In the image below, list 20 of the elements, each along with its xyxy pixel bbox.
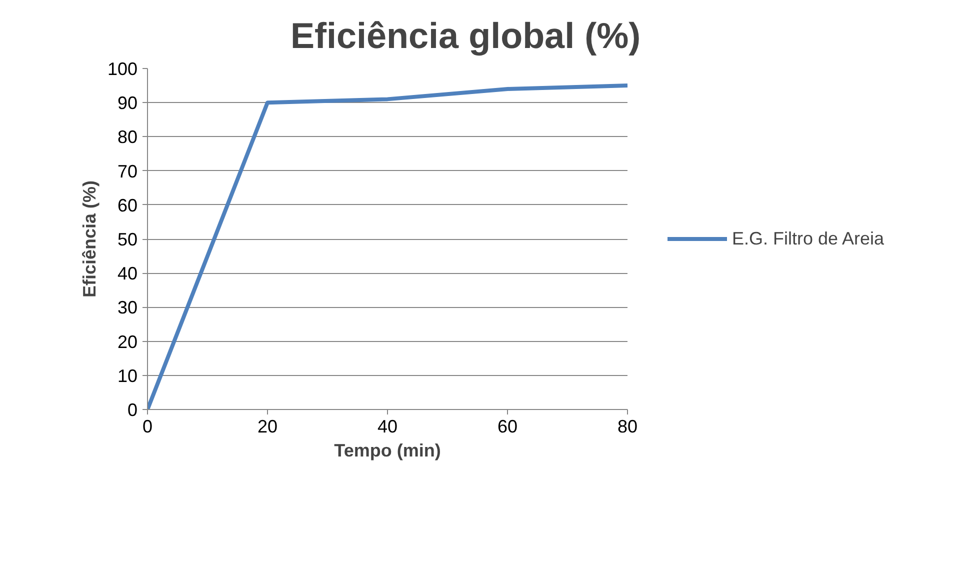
y-tick-label: 60 [117, 195, 138, 216]
y-tick-label: 100 [107, 59, 138, 79]
x-tick-label: 40 [377, 416, 398, 436]
y-tick-label: 20 [117, 332, 138, 352]
y-tick-label: 50 [117, 230, 138, 250]
y-tick-label: 10 [117, 366, 138, 386]
y-tick-label: 90 [117, 93, 138, 114]
x-tick-label: 60 [497, 416, 518, 436]
x-tick-label: 0 [142, 416, 153, 436]
x-tick-label: 20 [257, 416, 278, 436]
y-tick-label: 80 [117, 127, 138, 148]
y-tick-label: 40 [117, 264, 138, 284]
y-axis-title: Eficiência (%) [79, 180, 100, 298]
y-tick-label: 0 [127, 400, 138, 420]
chart-title: Eficiência global (%) [290, 15, 641, 56]
y-tick-label: 30 [117, 298, 138, 318]
x-axis-title: Tempo (min) [334, 440, 441, 460]
x-tick-label: 80 [617, 416, 638, 436]
y-tick-label: 70 [117, 161, 138, 182]
legend-label: E.G. Filtro de Areia [732, 228, 884, 249]
